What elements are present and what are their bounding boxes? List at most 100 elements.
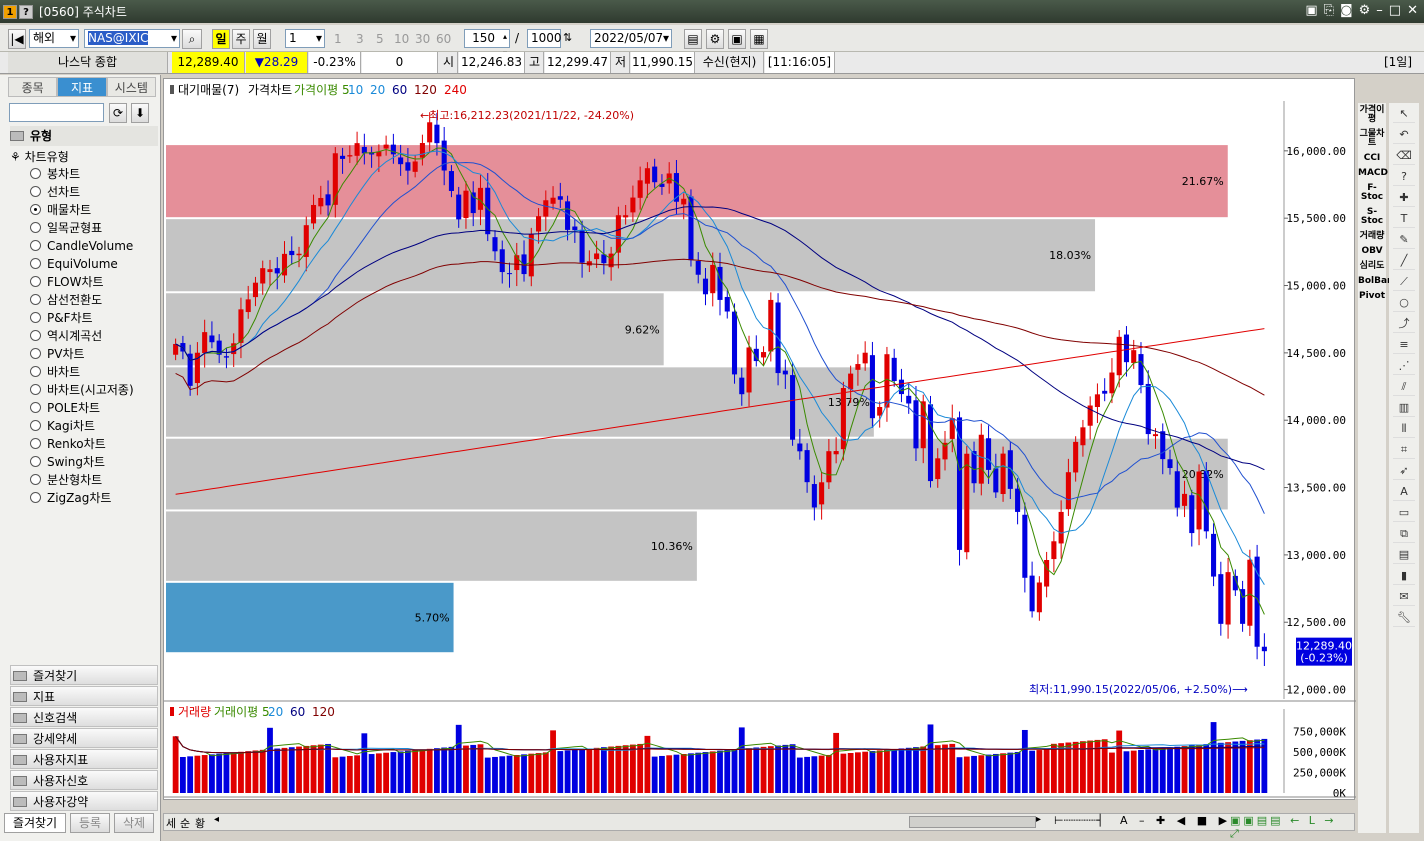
- channel-tool-icon[interactable]: ≡: [1393, 336, 1415, 354]
- cycle-tool-icon[interactable]: ⦀: [1393, 420, 1415, 438]
- scroll-left-icon[interactable]: ◂: [214, 814, 220, 825]
- chart-type-option[interactable]: 바차트(시고저종): [30, 381, 134, 399]
- indicator-shortcut[interactable]: OBV: [1361, 246, 1383, 256]
- tab-stocks[interactable]: 종목: [8, 77, 58, 97]
- chart-type-option[interactable]: ZigZag차트: [30, 489, 111, 507]
- copy-tool-icon[interactable]: ⧉: [1393, 525, 1415, 543]
- step-icon[interactable]: ⇅: [563, 31, 573, 44]
- settings-icon[interactable]: ⚙: [706, 29, 724, 49]
- accordion-favorites[interactable]: 즐겨찾기: [10, 665, 158, 685]
- tab-indicators[interactable]: 지표: [57, 77, 107, 97]
- chart-type-option[interactable]: POLE차트: [30, 399, 100, 417]
- gann-tool-icon[interactable]: ⌗: [1393, 441, 1415, 459]
- indicator-shortcut[interactable]: 그물차트: [1359, 129, 1385, 148]
- scroll-right-icon[interactable]: ▸: [1036, 814, 1042, 825]
- indicator-shortcut[interactable]: BolBand: [1358, 276, 1400, 286]
- chart-type-option[interactable]: 역시계곡선: [30, 327, 102, 345]
- view-controls-icon[interactable]: ▣▣▤▤ ← L → ⤢: [1230, 814, 1337, 840]
- count-input[interactable]: 150▴▾: [464, 29, 510, 58]
- window-tool-icon[interactable]: ▭: [1393, 504, 1415, 522]
- register-button[interactable]: 등록: [70, 813, 110, 833]
- print-icon[interactable]: ▦: [750, 29, 768, 49]
- chart-type-option[interactable]: 선차트: [30, 183, 80, 201]
- chart-type-option[interactable]: FLOW차트: [30, 273, 104, 291]
- link-icon[interactable]: ⎘: [1323, 3, 1335, 18]
- chart-type-option[interactable]: Kagi차트: [30, 417, 95, 435]
- section-header[interactable]: 유형: [10, 126, 158, 146]
- restore-icon[interactable]: □: [1388, 3, 1402, 18]
- group-header[interactable]: ⚘ 차트유형: [10, 148, 69, 165]
- chart-type-option[interactable]: PV차트: [30, 345, 85, 363]
- period-week-button[interactable]: 주: [232, 29, 250, 49]
- fibo-tool-icon[interactable]: ⫽: [1393, 378, 1415, 396]
- wrench-icon[interactable]: 🔧︎: [1393, 609, 1415, 627]
- memo-icon[interactable]: ✉: [1393, 588, 1415, 606]
- accordion-user-strength[interactable]: 사용자강약: [10, 791, 158, 811]
- chart-type-option[interactable]: 일목균형표: [30, 219, 102, 237]
- tab-se[interactable]: 세: [166, 817, 177, 830]
- circle-tool-icon[interactable]: ○: [1393, 294, 1415, 312]
- cursor-icon[interactable]: ↖: [1393, 105, 1415, 123]
- minute-3[interactable]: 3: [356, 32, 364, 46]
- save-icon[interactable]: ▣: [728, 29, 746, 49]
- tab-hwang[interactable]: 황: [195, 817, 206, 830]
- indicator-shortcut[interactable]: Pivot: [1358, 291, 1386, 301]
- minimize-icon[interactable]: –: [1376, 3, 1383, 18]
- indicator-search-input[interactable]: [9, 103, 104, 122]
- camera-icon[interactable]: ◙: [1340, 3, 1353, 18]
- chart-type-option[interactable]: CandleVolume: [30, 237, 133, 255]
- minute-10[interactable]: 10: [394, 32, 410, 46]
- period-day-button[interactable]: 일: [212, 29, 230, 49]
- chart-type-option[interactable]: 바차트: [30, 363, 80, 381]
- zoom-controls-icon[interactable]: A – ✚ ◀ ■ ▶: [1120, 814, 1232, 827]
- period-month-button[interactable]: 월: [253, 29, 271, 49]
- help-icon[interactable]: ?: [19, 4, 33, 19]
- chart-type-option[interactable]: 삼선전환도: [30, 291, 102, 309]
- chart-type-option[interactable]: 분산형차트: [30, 471, 102, 489]
- accordion-strength[interactable]: 강세약세: [10, 728, 158, 748]
- market-select[interactable]: 해외 ▾: [29, 29, 79, 48]
- question-icon[interactable]: ?: [1393, 168, 1415, 186]
- gear-icon[interactable]: ⚙: [1358, 3, 1371, 18]
- chart-type-option[interactable]: P&F차트: [30, 309, 93, 327]
- accordion-signal-search[interactable]: 신호검색: [10, 707, 158, 727]
- close-icon[interactable]: ✕: [1407, 3, 1418, 18]
- chart-type-option[interactable]: 매물차트: [30, 201, 91, 219]
- chart-type-option[interactable]: Renko차트: [30, 435, 106, 453]
- accordion-indicators[interactable]: 지표: [10, 686, 158, 706]
- line-tool-icon[interactable]: ╱: [1393, 252, 1415, 270]
- refresh-icon[interactable]: ⟳: [109, 103, 127, 123]
- bar-chart-icon[interactable]: ▮: [1393, 567, 1415, 585]
- undo-icon[interactable]: ↶: [1393, 126, 1415, 144]
- search-icon[interactable]: ⌕: [182, 29, 202, 49]
- max-count-input[interactable]: 1000: [527, 29, 562, 48]
- chart-type-option[interactable]: 봉차트: [30, 165, 80, 183]
- interval-select[interactable]: 1 ▾: [285, 29, 325, 48]
- accordion-user-signals[interactable]: 사용자신호: [10, 770, 158, 790]
- eraser-icon[interactable]: ⌫: [1393, 147, 1415, 165]
- symbol-input[interactable]: NAS@IXIC ▾: [84, 29, 180, 48]
- price-volume-chart[interactable]: 21.67% 18.03% 9.62% 13.79% 20.82% 10.36% 5.70%…: [164, 79, 1356, 813]
- new-window-icon[interactable]: ▣: [1305, 3, 1318, 18]
- trend-tool-icon[interactable]: ⤴: [1393, 315, 1415, 333]
- crosshair-icon[interactable]: ✚: [1393, 189, 1415, 207]
- tab-sun[interactable]: 순: [180, 817, 191, 830]
- indicator-shortcut[interactable]: 거래량: [1359, 231, 1385, 241]
- delete-button[interactable]: 삭제: [114, 813, 154, 833]
- chart-type-option[interactable]: EquiVolume: [30, 255, 118, 273]
- favorites-button[interactable]: 즐겨찾기: [4, 813, 66, 833]
- pencil-icon[interactable]: ✎: [1393, 231, 1415, 249]
- minute-30[interactable]: 30: [415, 32, 431, 46]
- minute-60[interactable]: 60: [436, 32, 452, 46]
- minute-1[interactable]: 1: [334, 32, 342, 46]
- text-tool-icon[interactable]: T: [1393, 210, 1415, 228]
- indicator-shortcut[interactable]: F-Stoc: [1360, 183, 1384, 202]
- indicator-shortcut[interactable]: 가격이평: [1359, 105, 1385, 124]
- arrow-tool-icon[interactable]: ➶: [1393, 462, 1415, 480]
- scroll-thumb[interactable]: [909, 816, 1036, 828]
- chart-area[interactable]: 21.67% 18.03% 9.62% 13.79% 20.82% 10.36% 5.70%…: [163, 78, 1356, 813]
- ray-tool-icon[interactable]: ⟋: [1393, 273, 1415, 291]
- grid-tool-icon[interactable]: ▥: [1393, 399, 1415, 417]
- app-number-icon[interactable]: 1: [3, 4, 17, 19]
- chart-scroll-bar[interactable]: 세 순 황 ◂ ▸ ⊢┈┈┈┈┈┤ A – ✚ ◀ ■ ▶ ▣▣▤▤ ← L →…: [163, 813, 1355, 840]
